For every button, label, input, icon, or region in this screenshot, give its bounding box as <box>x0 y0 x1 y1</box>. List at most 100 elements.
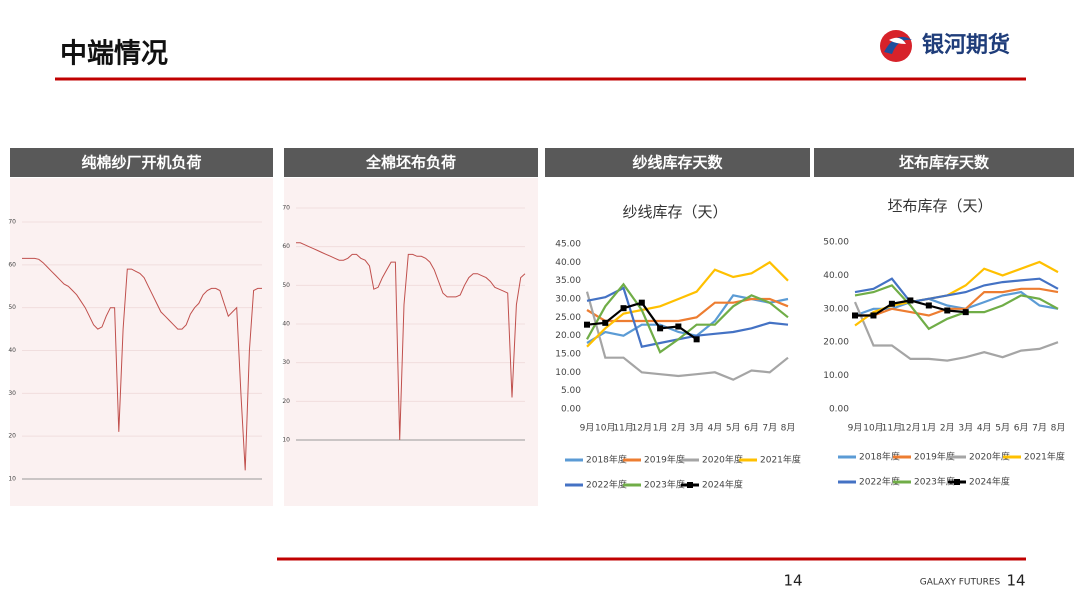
y-tick-label: 10 <box>282 437 290 444</box>
legend-label: 2020年度 <box>969 451 1010 463</box>
legend-label: 2024年度 <box>969 476 1010 488</box>
x-tick-label: 6月 <box>1014 423 1029 434</box>
y-tick-label: 45.00 <box>555 240 581 250</box>
point-marker <box>657 325 664 332</box>
page-number: 14 <box>1006 572 1025 590</box>
y-tick-label: 40.00 <box>823 271 849 281</box>
y-tick-label: 50.00 <box>823 238 849 248</box>
x-tick-label: 2月 <box>940 423 955 434</box>
panel-title: 全棉坯布负荷 <box>365 154 456 172</box>
y-tick-label: 50 <box>8 304 16 311</box>
series-line <box>855 287 1059 317</box>
y-tick-label: 0.00 <box>561 405 581 415</box>
point-marker <box>620 305 627 312</box>
legend-label: 2018年度 <box>859 451 900 463</box>
y-tick-label: 20 <box>8 433 16 440</box>
point-marker <box>638 299 645 306</box>
x-tick-label: 11月 <box>613 423 633 434</box>
y-tick-label: 20.00 <box>823 338 849 348</box>
brand: GALAXY FUTURES <box>920 578 1001 588</box>
x-tick-label: 11月 <box>882 423 902 434</box>
point-marker <box>907 297 914 304</box>
x-tick-label: 8月 <box>1051 423 1066 434</box>
point-marker <box>888 300 895 307</box>
series-line <box>854 284 1059 331</box>
legend-label: 2019年度 <box>914 451 955 463</box>
x-tick-label: 9月 <box>848 423 863 434</box>
x-tick-label: 12月 <box>632 423 652 434</box>
point-marker <box>870 312 877 319</box>
x-tick-label: 7月 <box>1032 423 1047 434</box>
x-tick-label: 3月 <box>689 423 704 434</box>
panel-title: 纯棉纱厂开机负荷 <box>81 154 201 172</box>
legend-label: 2021年度 <box>760 454 801 466</box>
series-line <box>854 277 1059 304</box>
y-tick-label: 0.00 <box>829 405 849 415</box>
series-line <box>585 291 789 381</box>
legend-marker <box>687 482 693 488</box>
chart-title: 坯布库存（天） <box>887 197 992 215</box>
series-line <box>586 297 789 323</box>
point-marker <box>852 312 858 319</box>
x-tick-label: 12月 <box>900 423 920 434</box>
x-tick-label: 10月 <box>595 423 615 434</box>
logo-text: 银河期货 <box>922 32 1010 58</box>
legend-marker <box>954 479 960 485</box>
y-tick-label: 15.00 <box>555 350 581 360</box>
legend-label: 2023年度 <box>914 476 955 488</box>
x-tick-label: 1月 <box>921 423 936 434</box>
y-tick-label: 30 <box>8 390 16 397</box>
panel-title: 坯布库存天数 <box>899 154 990 172</box>
y-tick-label: 30.00 <box>555 295 581 305</box>
point-marker <box>602 319 609 326</box>
x-tick-label: 2月 <box>671 423 686 434</box>
chart-background <box>284 178 538 506</box>
legend-label: 2020年度 <box>702 454 743 466</box>
y-tick-label: 50 <box>282 282 290 289</box>
y-tick-label: 40 <box>8 347 16 354</box>
chart-background <box>10 178 273 506</box>
y-tick-label: 70 <box>282 205 290 212</box>
x-tick-label: 4月 <box>977 423 992 434</box>
page-number: 14 <box>783 572 802 590</box>
y-tick-label: 10.00 <box>823 371 849 381</box>
y-tick-label: 5.00 <box>561 386 581 396</box>
slide-title: 中端情况 <box>60 39 168 70</box>
y-tick-label: 20 <box>282 398 290 405</box>
point-marker <box>693 336 700 343</box>
y-tick-label: 35.00 <box>555 276 581 286</box>
x-tick-label: 8月 <box>781 423 796 434</box>
series-line <box>586 260 789 348</box>
y-tick-label: 60 <box>282 243 290 250</box>
x-tick-label: 10月 <box>863 423 883 434</box>
x-tick-label: 1月 <box>653 423 668 434</box>
panel-header <box>545 148 810 177</box>
point-marker <box>962 309 969 316</box>
panel-header <box>814 148 1074 177</box>
chart-title: 纱线库存（天） <box>622 203 727 221</box>
x-tick-label: 7月 <box>762 423 777 434</box>
y-tick-label: 30 <box>282 359 290 366</box>
x-tick-label: 6月 <box>744 423 759 434</box>
point-marker <box>925 302 932 309</box>
y-tick-label: 25.00 <box>555 313 581 323</box>
y-tick-label: 10 <box>8 476 16 483</box>
series-line <box>22 257 262 471</box>
legend-label: 2022年度 <box>859 476 900 488</box>
panel-title: 纱线库存天数 <box>632 154 723 172</box>
y-tick-label: 40.00 <box>555 258 581 268</box>
point-marker <box>675 323 682 330</box>
series-line <box>296 242 526 441</box>
series-line <box>853 301 1059 362</box>
panel-header <box>284 148 538 177</box>
point-marker <box>944 307 951 314</box>
legend-label: 2022年度 <box>586 479 627 491</box>
panel-header <box>10 148 273 177</box>
x-tick-label: 5月 <box>995 423 1010 434</box>
y-tick-label: 40 <box>282 321 290 328</box>
legend-label: 2018年度 <box>586 454 627 466</box>
x-tick-label: 3月 <box>958 423 973 434</box>
y-tick-label: 70 <box>8 219 16 226</box>
